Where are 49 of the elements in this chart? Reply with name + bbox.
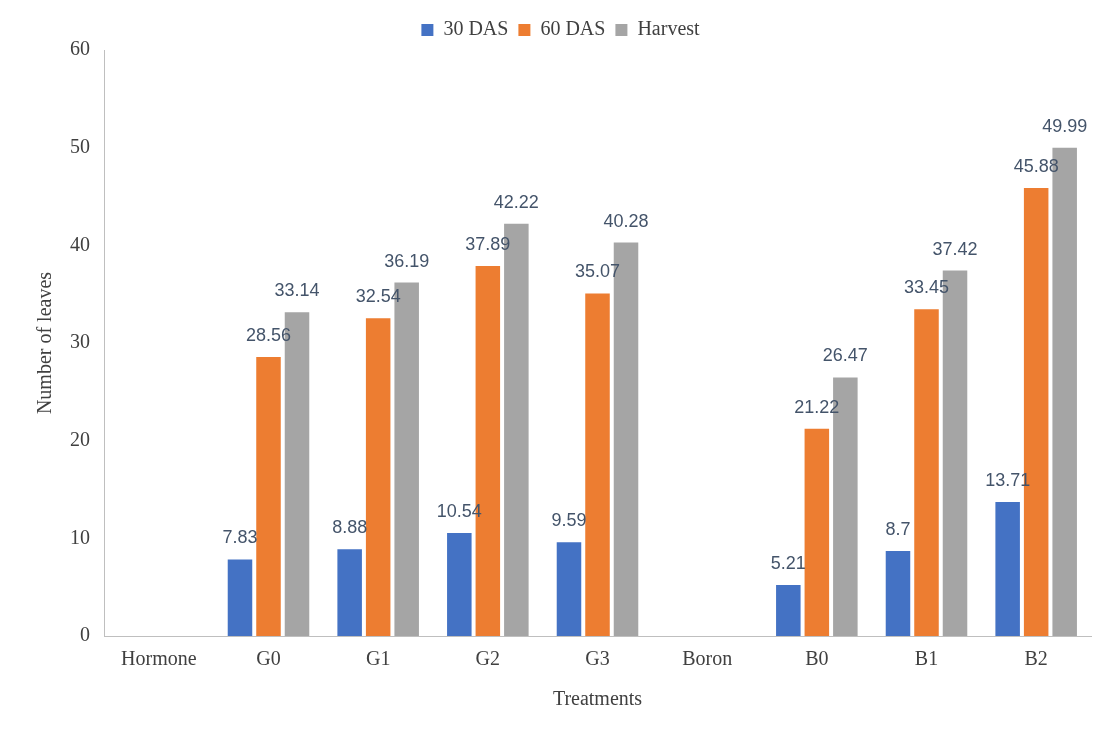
- y-tick-label: 50: [70, 134, 90, 157]
- data-label: 5.21: [770, 553, 806, 574]
- y-tick-label: 30: [70, 330, 90, 353]
- y-tick-label: 60: [70, 37, 90, 60]
- bar: [995, 502, 1020, 636]
- x-tick-label: Boron: [682, 647, 733, 670]
- bar: [885, 551, 911, 636]
- bar: [256, 357, 281, 636]
- bar: [556, 542, 582, 636]
- bar: [776, 585, 801, 636]
- data-label: 45.88: [1013, 155, 1059, 176]
- data-label: 36.19: [384, 250, 430, 271]
- bar: [447, 533, 472, 636]
- x-tick-label: G1: [365, 647, 391, 670]
- y-tick-label: 0: [80, 623, 90, 646]
- bar: [585, 293, 610, 636]
- legend-label: Harvest: [637, 17, 701, 40]
- y-tick-label: 10: [70, 525, 90, 548]
- data-label: 26.47: [822, 345, 868, 366]
- data-label: 21.22: [794, 396, 840, 417]
- legend-label: 30 DAS: [443, 17, 509, 40]
- data-label: 32.54: [355, 286, 401, 307]
- bar: [337, 549, 362, 636]
- y-axis-title: Number of leaves: [33, 271, 56, 415]
- data-label: 42.22: [493, 191, 539, 212]
- x-tick-label: G0: [256, 647, 281, 670]
- data-label: 40.28: [603, 210, 649, 231]
- data-label: 8.7: [885, 519, 911, 539]
- x-tick-label: G2: [475, 647, 501, 670]
- data-label: 37.42: [932, 238, 978, 259]
- y-tick-label: 20: [70, 427, 90, 450]
- data-label: 33.14: [274, 280, 320, 301]
- x-tick-label: B0: [805, 647, 829, 670]
- x-axis-title: Treatments: [552, 687, 643, 710]
- x-tick-label: Hormone: [121, 647, 197, 670]
- data-label: 49.99: [1042, 115, 1088, 136]
- x-tick-label: B1: [914, 647, 939, 670]
- y-tick-label: 40: [70, 232, 90, 255]
- bar: [227, 559, 253, 636]
- data-label: 33.45: [903, 277, 950, 298]
- bar: [365, 318, 391, 636]
- legend-label: 60 DAS: [540, 17, 606, 40]
- bar: [914, 309, 939, 636]
- x-tick-label: G3: [585, 647, 610, 670]
- bar: [804, 428, 830, 636]
- data-label: 37.89: [465, 233, 511, 254]
- data-label: 28.56: [245, 325, 292, 346]
- data-label: 35.07: [574, 261, 621, 282]
- x-tick-label: B2: [1024, 647, 1048, 670]
